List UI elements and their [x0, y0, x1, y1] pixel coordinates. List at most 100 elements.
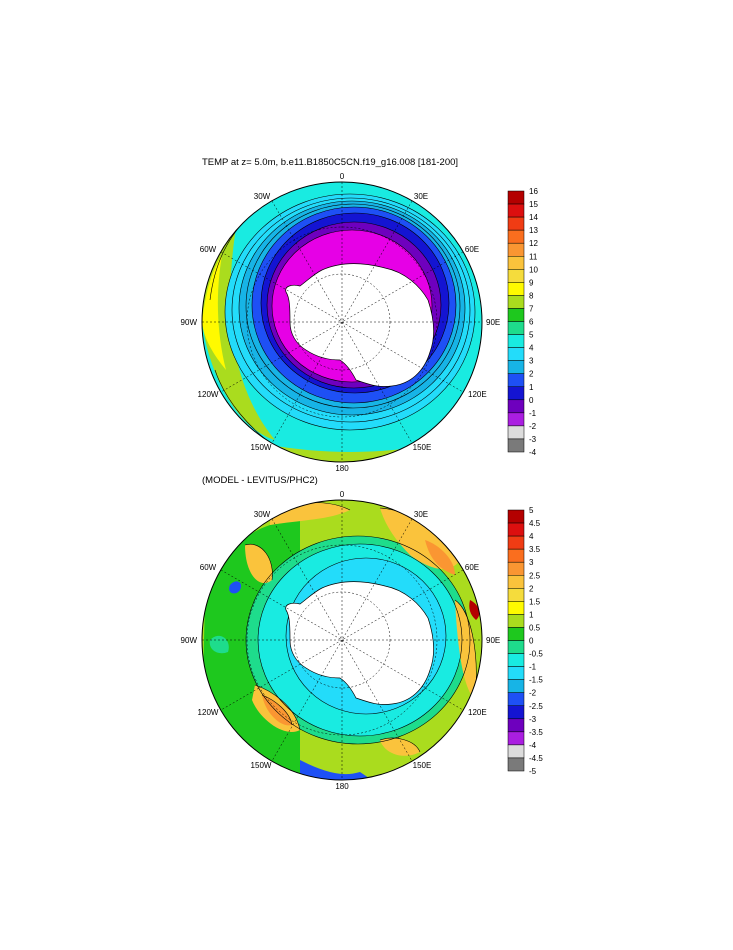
colorbar-swatch: [507, 692, 525, 707]
colorbar-swatch: [507, 548, 525, 563]
lon-label-180: 180: [335, 464, 349, 473]
colorbar-tick-label: -2.5: [529, 702, 543, 711]
temperature-contours: [209, 193, 476, 451]
colorbar-tick-label: 14: [529, 213, 538, 222]
temperature-lon-labels: 0 30E 60E 90E 120E 150E 180 150W 120W 90…: [181, 172, 501, 473]
colorbar-swatch: [507, 321, 525, 335]
colorbar-swatch: [507, 653, 525, 667]
lon-label-150w: 150W: [251, 443, 272, 452]
colorbar-tick-label: -4.5: [529, 754, 543, 763]
lon-label-30e: 30E: [414, 192, 428, 201]
colorbar-tick-label: -1: [529, 663, 537, 672]
colorbar-tick-label: 0: [529, 637, 534, 646]
lon-label-60w: 60W: [200, 563, 217, 572]
lon-label-90e: 90E: [486, 318, 500, 327]
colorbar-tick-label: 0: [529, 396, 534, 405]
colorbar-swatch: [507, 282, 525, 296]
colorbar-swatch: [507, 242, 525, 257]
lon-label-90e: 90E: [486, 636, 500, 645]
colorbar-swatch: [507, 744, 525, 759]
lon-label-120w: 120W: [198, 708, 219, 717]
lon-label-60w: 60W: [200, 245, 217, 254]
colorbar-swatch: [507, 203, 525, 218]
lon-label-120w: 120W: [198, 390, 219, 399]
colorbar-tick-label: 15: [529, 200, 538, 209]
colorbar-swatch: [507, 627, 525, 641]
colorbar-tick-label: 1: [529, 383, 534, 392]
colorbar-tick-label: 3: [529, 357, 534, 366]
colorbar-swatch: [507, 718, 525, 733]
colorbar-swatch: [507, 561, 525, 576]
colorbar-swatch: [507, 509, 525, 524]
colorbar-swatch: [507, 679, 525, 693]
colorbar-tick-label: -1: [529, 409, 537, 418]
colorbar-tick-label: -2: [529, 422, 537, 431]
colorbar-swatch: [507, 412, 525, 427]
colorbar-tick-label: 2.5: [529, 571, 541, 580]
colorbar-tick-label: -3: [529, 435, 537, 444]
lon-label-120e: 120E: [468, 390, 487, 399]
colorbar-tick-label: -1.5: [529, 676, 543, 685]
anomaly-map-panel: (MODEL - LEVITUS/PHC2): [181, 475, 544, 791]
lon-label-150w: 150W: [251, 761, 272, 770]
anomaly-blue-west: [229, 581, 242, 594]
colorbar-tick-label: 7: [529, 304, 534, 313]
colorbar-swatch: [507, 705, 525, 720]
anomaly-hot-spot-90e: [469, 600, 480, 620]
colorbar-swatch: [507, 601, 525, 615]
colorbar-swatch: [507, 666, 525, 680]
anomaly-map-field: [202, 500, 482, 780]
colorbar-tick-label: -4: [529, 741, 537, 750]
colorbar-swatch: [507, 360, 525, 374]
anomaly-blue-north: [300, 760, 372, 780]
temperature-warm-west-core: [202, 255, 226, 370]
colorbar-tick-label: -3: [529, 715, 537, 724]
temperature-map-title: TEMP at z= 5.0m, b.e11.B1850C5CN.f19_g16…: [202, 157, 458, 168]
temperature-warm-west-band: [202, 215, 275, 440]
colorbar-swatch: [507, 386, 525, 401]
anomaly-warm-150e: [380, 738, 420, 756]
colorbar-tick-label: -0.5: [529, 650, 543, 659]
colorbar-tick-label: 0.5: [529, 623, 541, 632]
lon-label-60e: 60E: [465, 563, 479, 572]
lon-label-0: 0: [340, 490, 345, 499]
colorbar-tick-label: 16: [529, 187, 538, 196]
anomaly-warm-60w: [245, 544, 273, 584]
colorbar-tick-label: 11: [529, 252, 538, 261]
colorbar-swatch: [507, 216, 525, 231]
colorbar-tick-label: 13: [529, 226, 538, 235]
colorbar-tick-label: 6: [529, 318, 534, 327]
anomaly-warm-90e: [455, 600, 477, 700]
lon-label-90w: 90W: [181, 318, 198, 327]
temperature-graticule: [202, 182, 482, 462]
colorbar-tick-label: 10: [529, 265, 538, 274]
colorbar-tick-label: 2: [529, 584, 534, 593]
temperature-map-frame: [201, 181, 483, 463]
lon-label-30w: 30W: [254, 510, 271, 519]
lon-label-150e: 150E: [413, 761, 432, 770]
colorbar-swatch: [507, 373, 525, 388]
lon-label-60e: 60E: [465, 245, 479, 254]
colorbar-tick-label: -4: [529, 448, 537, 457]
colorbar-tick-label: -3.5: [529, 728, 543, 737]
antarctica-landmass-anomaly: [285, 581, 434, 705]
colorbar-swatch: [507, 334, 525, 348]
colorbar-tick-label: 3: [529, 558, 534, 567]
colorbar-tick-label: 9: [529, 278, 534, 287]
colorbar-tick-label: -5: [529, 767, 537, 776]
colorbar-tick-label: 8: [529, 291, 534, 300]
colorbar-swatch: [507, 614, 525, 628]
colorbar-swatch: [507, 438, 525, 453]
colorbar-swatch: [507, 256, 525, 270]
anomaly-graticule: [202, 500, 482, 780]
lon-label-0: 0: [340, 172, 345, 181]
colorbar-swatch: [507, 347, 525, 361]
colorbar-tick-label: -2: [529, 689, 537, 698]
colorbar-tick-label: 1: [529, 610, 534, 619]
anomaly-warm-120w-core: [262, 695, 292, 726]
temperature-map-field: [202, 182, 482, 462]
temperature-map-panel: TEMP at z= 5.0m, b.e11.B1850C5CN.f19_g16…: [181, 157, 539, 473]
